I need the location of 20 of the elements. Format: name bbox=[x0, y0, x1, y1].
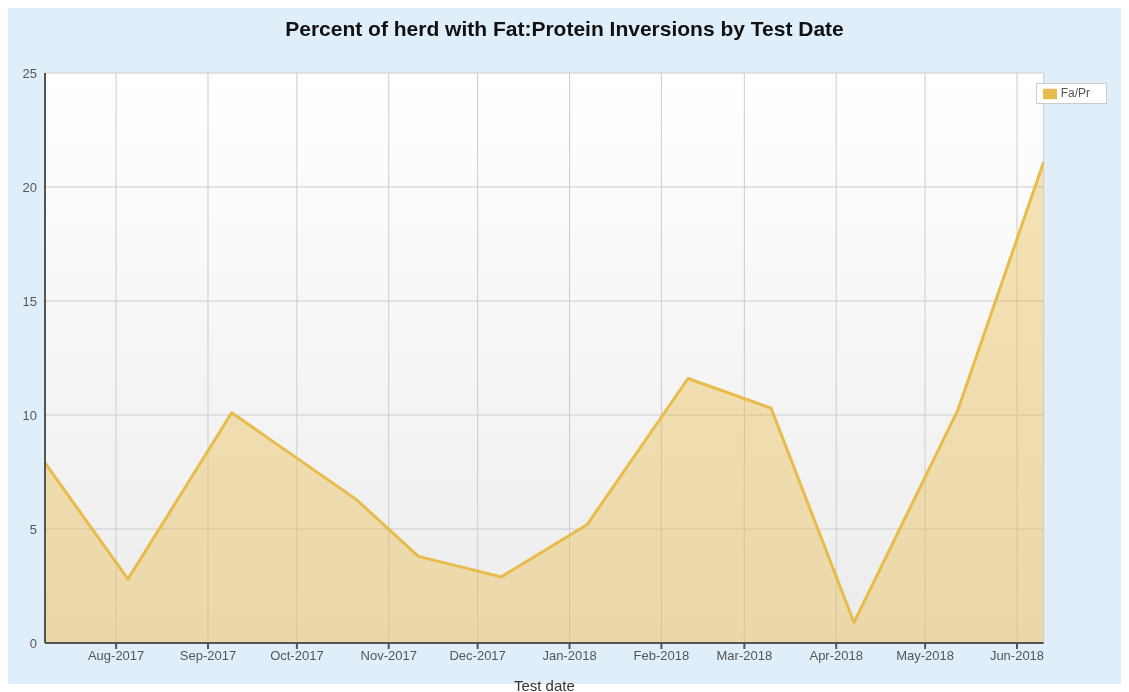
x-axis-title: Test date bbox=[513, 677, 575, 692]
x-tick-label: Nov-2017 bbox=[360, 648, 417, 664]
chart-title: Percent of herd with Fat:Protein Inversions by Test Date bbox=[284, 16, 845, 42]
x-tick-label: Oct-2017 bbox=[270, 648, 324, 664]
x-tick-label: Dec-2017 bbox=[449, 648, 506, 664]
legend-label: Fa/Pr bbox=[1060, 86, 1090, 100]
x-tick-label: Sep-2017 bbox=[179, 648, 237, 664]
y-tick-label: 15 bbox=[22, 293, 37, 309]
y-tick-label: 5 bbox=[29, 521, 37, 537]
x-tick-label: Aug-2017 bbox=[87, 648, 145, 664]
x-tick-label: Jun-2018 bbox=[989, 648, 1045, 664]
x-tick-label: Apr-2018 bbox=[809, 648, 863, 664]
x-tick-label: Jan-2018 bbox=[542, 648, 597, 664]
x-tick-label: Feb-2018 bbox=[633, 648, 690, 664]
x-tick-label: Mar-2018 bbox=[716, 648, 773, 664]
y-tick-label: 10 bbox=[22, 407, 37, 423]
y-tick-label: 20 bbox=[22, 179, 37, 195]
y-tick-label: 25 bbox=[22, 65, 37, 81]
y-tick-label: 0 bbox=[29, 635, 37, 651]
x-tick-label: May-2018 bbox=[896, 648, 955, 664]
